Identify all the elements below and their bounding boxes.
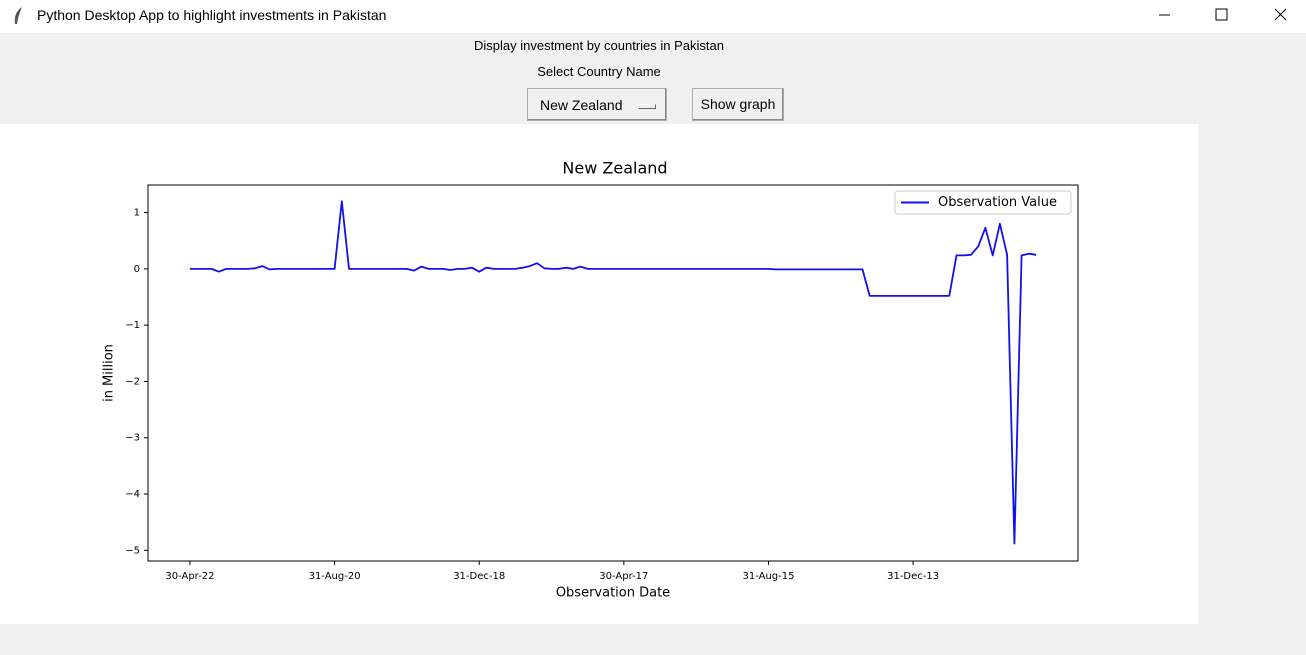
legend-box xyxy=(894,190,1072,215)
x-tick-label: 31-Dec-18 xyxy=(453,571,505,582)
app-icon xyxy=(14,7,22,24)
x-tick-label: 30-Apr-17 xyxy=(599,571,648,582)
window-controls xyxy=(1159,8,1287,21)
y-tick-label: −3 xyxy=(125,433,140,444)
select-label: Select Country Name xyxy=(537,64,661,79)
show-graph-button[interactable]: Show graph xyxy=(692,88,784,121)
window-title: Python Desktop App to highlight investme… xyxy=(37,7,387,23)
y-tick-label: −1 xyxy=(125,320,140,331)
x-tick-label: 31-Aug-15 xyxy=(742,571,794,582)
chart-title: New Zealand xyxy=(562,159,667,178)
title-bar: Python Desktop App to highlight investme… xyxy=(0,0,1306,33)
y-axis-label: in Million xyxy=(102,344,117,402)
y-tick-label: −5 xyxy=(125,545,140,556)
y-tick-label: −4 xyxy=(125,489,140,500)
y-tick-label: −2 xyxy=(125,376,140,387)
x-tick-label: 31-Dec-13 xyxy=(887,571,939,582)
y-tick-label: 1 xyxy=(134,208,140,219)
heading: Display investment by countries in Pakis… xyxy=(473,38,724,53)
x-tick-label: 31-Aug-20 xyxy=(309,571,361,582)
close[interactable] xyxy=(1274,8,1287,21)
data-line xyxy=(189,200,1037,545)
plot-frame xyxy=(147,184,1079,562)
maximize[interactable] xyxy=(1215,8,1228,21)
x-tick-label: 30-Apr-22 xyxy=(165,571,214,582)
y-tick-label: 0 xyxy=(134,264,140,275)
legend-label: Observation Value xyxy=(938,195,1057,210)
chart: New Zealand Observation Date in Million … xyxy=(0,124,1198,624)
dropdown-value: New Zealand xyxy=(540,97,623,113)
country-dropdown[interactable]: New Zealand xyxy=(527,88,667,121)
x-axis-label: Observation Date xyxy=(556,586,670,601)
